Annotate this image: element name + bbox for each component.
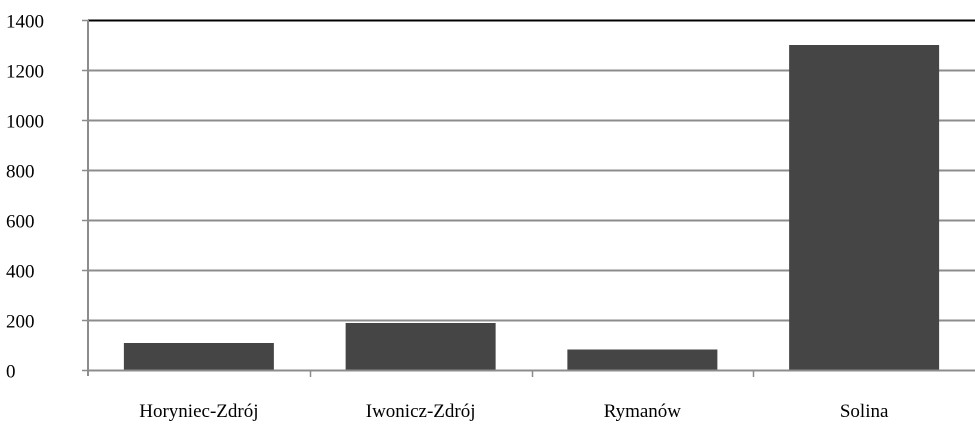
y-tick-label-1000: 1000 xyxy=(6,112,44,133)
bars xyxy=(123,45,940,370)
y-tick-label-400: 400 xyxy=(6,262,35,283)
x-tick-label-iwonicz-zdr-j: Iwonicz-Zdrój xyxy=(366,401,476,422)
axes xyxy=(82,19,975,377)
y-tick-labels: 0 200 400 600 800 1000 1200 1400 xyxy=(6,12,44,383)
bar-iwonicz-zdr-j xyxy=(345,323,496,370)
y-tick-label-200: 200 xyxy=(6,312,35,333)
x-tick-label-ryman-w: Rymanów xyxy=(604,401,682,422)
y-tick-label-0: 0 xyxy=(6,362,16,383)
x-tick-label-horyniec-zdr-j: Horyniec-Zdrój xyxy=(139,401,258,422)
y-tick-label-1400: 1400 xyxy=(6,12,44,33)
y-tick-label-600: 600 xyxy=(6,212,35,233)
y-tick-label-1200: 1200 xyxy=(6,62,44,83)
x-tick-label-solina: Solina xyxy=(840,401,889,422)
y-tick-label-800: 800 xyxy=(6,162,35,183)
bar-solina xyxy=(789,45,940,370)
bar-ryman-w xyxy=(567,349,718,370)
bar-horyniec-zdr-j xyxy=(123,343,274,370)
x-tick-labels: Horyniec-Zdrój Iwonicz-Zdrój Rymanów Solina xyxy=(139,401,889,422)
gridlines xyxy=(88,19,975,322)
